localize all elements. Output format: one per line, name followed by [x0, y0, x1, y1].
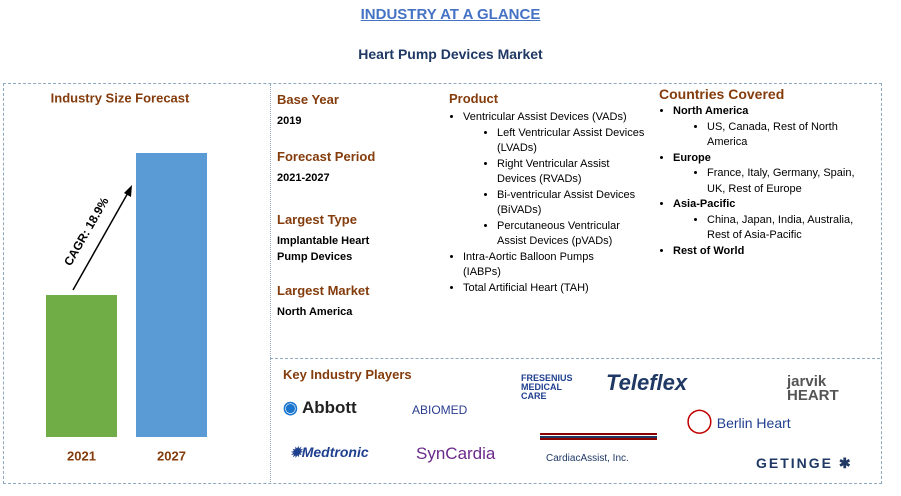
frame	[3, 83, 882, 484]
item: Total Artificial Heart (TAH)	[463, 281, 649, 297]
item-text: Rest of World	[673, 244, 745, 257]
fact-value: 2019	[277, 115, 302, 127]
product: Product Ventricular Assist Devices (VADs…	[449, 91, 649, 296]
item: Ventricular Assist Devices (VADs) Left V…	[463, 110, 649, 250]
fact-value: North America	[277, 306, 353, 318]
logo: ✹Medtronic	[290, 444, 369, 460]
section-title: Countries Covered	[659, 86, 785, 102]
divider	[270, 358, 880, 359]
cagr-label: CAGR: 18.9%	[61, 195, 112, 269]
fact-value: Implantable Heart Pump Devices	[277, 235, 370, 263]
logo: jarvik HEART	[787, 373, 839, 404]
sub-item: China, Japan, India, Australia, Rest of …	[707, 213, 864, 244]
logo: ◉ Abbott	[283, 398, 357, 417]
logo: GETINGE ✱	[756, 455, 853, 471]
logo: CardiacAssist, Inc.	[546, 453, 629, 464]
sub-item: Bi-ventricular Assist Devices (BiVADs)	[497, 188, 649, 219]
item: Europe France, Italy, Germany, Spain, UK,…	[673, 151, 864, 198]
logo-text: Berlin Heart	[716, 415, 791, 431]
divider	[270, 84, 271, 482]
item-text: Europe	[673, 151, 711, 164]
item-text: North America	[673, 105, 749, 117]
item: Rest of World	[673, 244, 864, 260]
logo: SynCardia	[416, 444, 496, 463]
logo: FRESENIUS MEDICAL CARE	[521, 373, 573, 401]
facts: Base Year 2019 Forecast Period 2021-2027…	[277, 92, 442, 318]
sub-item: Percutaneous Ventricular Assist Devices …	[497, 219, 649, 250]
countries: Countries Covered North America US, Canad…	[659, 86, 864, 259]
list: North America US, Canada, Rest of North A…	[659, 104, 864, 259]
section-title: Key Industry Players	[283, 367, 412, 382]
item: North America US, Canada, Rest of North A…	[673, 104, 864, 151]
x-tick-label: 2021	[67, 448, 96, 463]
logo-text: Medtronic	[301, 444, 369, 460]
arrow-head	[124, 185, 132, 197]
item-text: Intra-Aortic Balloon Pumps (IABPs)	[463, 250, 594, 279]
bar	[46, 295, 117, 437]
fact-label: Largest Type	[277, 212, 357, 227]
item: Intra-Aortic Balloon Pumps (IABPs)	[463, 250, 623, 281]
item-text: Total Artificial Heart (TAH)	[463, 281, 589, 294]
logo: ABIOMED	[412, 403, 468, 417]
bar	[136, 153, 207, 437]
cagr-arrow	[72, 190, 130, 291]
item-text: Ventricular Assist Devices (VADs)	[463, 111, 627, 123]
logo-text: Abbott	[301, 398, 357, 417]
page-title: INDUSTRY AT A GLANCE	[360, 6, 541, 23]
logo: ◯ Berlin Heart	[686, 407, 791, 434]
sub-item: France, Italy, Germany, Spain, UK, Rest …	[707, 166, 864, 197]
sub-item: Left Ventricular Assist Devices (LVADs)	[497, 126, 649, 157]
sub-item: US, Canada, Rest of North America	[707, 120, 864, 151]
item: Asia-Pacific China, Japan, India, Austral…	[673, 197, 864, 244]
list: Ventricular Assist Devices (VADs) Left V…	[449, 110, 649, 296]
logo: Teleflex	[606, 370, 688, 395]
subtitle: Heart Pump Devices Market	[358, 46, 543, 62]
logo-text: GETINGE	[756, 455, 834, 471]
fact-label: Largest Market	[277, 283, 370, 298]
fact-label: Forecast Period	[277, 149, 376, 164]
chart-title: Industry Size Forecast	[51, 90, 190, 105]
fact-value: 2021-2027	[277, 172, 330, 184]
sub-item: Right Ventricular Assist Devices (RVADs)	[497, 157, 649, 188]
chart: Industry Size Forecast CAGR: 18.9% 2021 2…	[46, 90, 207, 463]
x-tick-label: 2027	[157, 448, 186, 463]
logo-stripe	[540, 433, 657, 441]
section-title: Product	[449, 91, 499, 106]
fact-label: Base Year	[277, 92, 339, 107]
item-text: Asia-Pacific	[673, 198, 736, 210]
